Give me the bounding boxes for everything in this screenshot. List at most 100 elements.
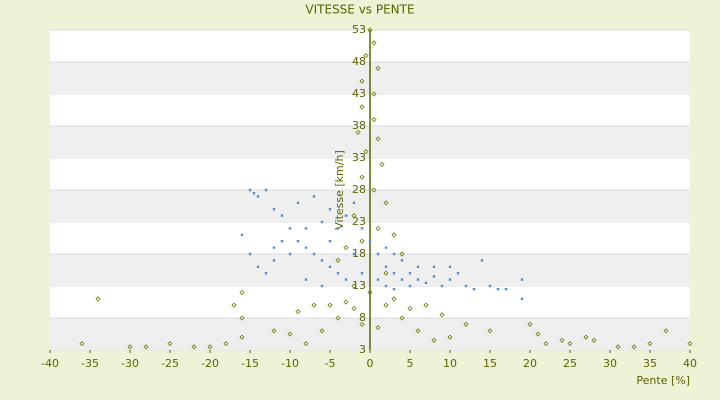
point xyxy=(95,296,101,302)
point xyxy=(264,188,268,192)
point xyxy=(383,200,389,206)
point xyxy=(335,315,341,321)
point xyxy=(456,272,460,275)
point xyxy=(351,213,357,219)
x-tick-label: 25 xyxy=(563,357,577,370)
point xyxy=(336,227,340,230)
point xyxy=(408,284,412,288)
x-tick-label: 20 xyxy=(523,357,537,370)
point xyxy=(647,341,653,347)
point xyxy=(336,272,340,275)
x-tick-label: -5 xyxy=(325,357,336,370)
point xyxy=(391,296,397,302)
point xyxy=(384,265,388,268)
point xyxy=(383,302,389,308)
point xyxy=(287,331,293,337)
point xyxy=(480,259,484,262)
point xyxy=(248,188,252,192)
point xyxy=(392,288,396,291)
point xyxy=(371,117,377,123)
point xyxy=(127,344,133,350)
point xyxy=(264,272,268,275)
point xyxy=(399,251,405,257)
x-tick-label: 0 xyxy=(367,357,374,370)
point xyxy=(344,278,348,281)
point xyxy=(304,227,308,230)
x-tick-label: -10 xyxy=(281,357,299,370)
y-tick-label: 23 xyxy=(352,215,366,228)
point xyxy=(280,214,284,217)
point xyxy=(359,174,365,180)
point xyxy=(352,201,356,204)
y-tick-label: 28 xyxy=(352,183,366,196)
point xyxy=(359,78,365,84)
point xyxy=(371,187,377,193)
x-tick-label: -25 xyxy=(161,357,179,370)
point xyxy=(304,278,308,281)
point xyxy=(375,325,381,331)
point xyxy=(687,341,693,347)
point xyxy=(311,302,317,308)
point xyxy=(367,289,373,295)
point xyxy=(288,227,292,230)
point xyxy=(408,272,412,275)
point xyxy=(272,259,276,262)
x-tick-label: -30 xyxy=(121,357,139,370)
point xyxy=(447,334,453,340)
point xyxy=(303,341,309,347)
point xyxy=(496,288,500,291)
y-tick-label: 48 xyxy=(352,55,366,68)
point xyxy=(320,284,324,288)
point xyxy=(615,344,621,350)
point xyxy=(231,302,237,308)
point xyxy=(448,278,452,281)
point xyxy=(351,283,357,289)
y-axis-label: Vitesse [km/h] xyxy=(333,150,346,230)
point xyxy=(363,149,369,155)
point xyxy=(488,284,492,288)
point xyxy=(296,201,300,204)
point xyxy=(391,232,397,238)
point xyxy=(256,195,260,198)
point xyxy=(280,240,284,243)
point xyxy=(432,265,436,268)
y-tick-label: 53 xyxy=(352,23,366,36)
point xyxy=(535,331,541,337)
x-tick-label: 35 xyxy=(643,357,657,370)
y-tick-label: 13 xyxy=(352,279,366,292)
x-tick-label: 15 xyxy=(483,357,497,370)
point xyxy=(663,328,669,334)
point xyxy=(320,259,324,262)
point xyxy=(400,259,404,262)
point xyxy=(527,321,533,327)
point xyxy=(376,278,380,281)
point xyxy=(375,65,381,71)
point xyxy=(363,53,369,59)
point xyxy=(191,344,197,350)
point xyxy=(472,288,476,291)
point xyxy=(376,252,380,256)
x-tick-label: -35 xyxy=(81,357,99,370)
point xyxy=(335,257,341,263)
point xyxy=(392,252,396,256)
point xyxy=(583,334,589,340)
point xyxy=(463,321,469,327)
point xyxy=(252,192,256,195)
point xyxy=(295,309,301,315)
point xyxy=(567,341,573,347)
chart-title: VITESSE vs PENTE xyxy=(305,3,414,17)
x-tick-label: 10 xyxy=(443,357,457,370)
point xyxy=(367,27,373,33)
point xyxy=(375,136,381,142)
point xyxy=(272,208,276,211)
point xyxy=(343,245,349,251)
point xyxy=(371,40,377,46)
point xyxy=(384,284,388,288)
point xyxy=(239,315,245,321)
x-tick-label: -20 xyxy=(201,357,219,370)
point xyxy=(368,240,372,243)
point xyxy=(240,233,244,236)
point xyxy=(296,240,300,243)
point xyxy=(464,284,468,288)
